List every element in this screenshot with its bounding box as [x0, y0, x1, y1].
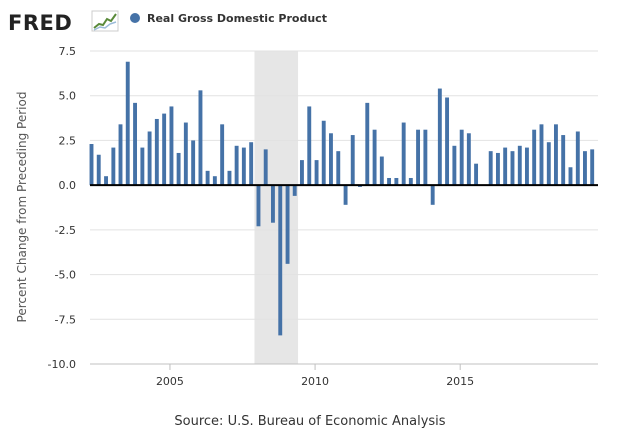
bar[interactable]	[416, 129, 421, 186]
y-tick-label: -10.0	[48, 358, 76, 371]
y-tick-label: 2.5	[59, 134, 77, 147]
bar[interactable]	[459, 129, 464, 186]
bar[interactable]	[256, 185, 261, 227]
y-axis-label: Percent Change from Preceding Period	[15, 92, 29, 323]
bar[interactable]	[394, 177, 399, 186]
bar[interactable]	[176, 152, 181, 186]
y-tick-label: -7.5	[55, 313, 76, 326]
bar[interactable]	[292, 185, 297, 196]
y-tick-label: -2.5	[55, 224, 76, 237]
bar[interactable]	[299, 160, 304, 186]
x-tick-label: 2010	[301, 375, 329, 388]
bar[interactable]	[510, 151, 515, 186]
bar[interactable]	[474, 163, 479, 186]
bar[interactable]	[401, 122, 406, 186]
bar[interactable]	[212, 176, 217, 186]
bar[interactable]	[372, 129, 377, 186]
bar[interactable]	[583, 151, 587, 186]
bar[interactable]	[379, 156, 384, 186]
y-tick-label: 7.5	[59, 45, 77, 58]
bar[interactable]	[133, 102, 138, 186]
bar[interactable]	[423, 129, 428, 186]
bar[interactable]	[408, 177, 413, 186]
y-tick-label: 5.0	[59, 90, 77, 103]
plot-area: 7.55.02.50.0-2.5-5.0-7.5-10.0 2005 2010 20…	[48, 45, 598, 388]
bar[interactable]	[89, 144, 94, 186]
bar[interactable]	[227, 170, 232, 186]
bar[interactable]	[111, 147, 116, 186]
bar[interactable]	[234, 145, 239, 186]
bar[interactable]	[568, 167, 573, 186]
bar[interactable]	[466, 133, 471, 186]
bar[interactable]	[350, 135, 355, 186]
bar[interactable]	[365, 102, 370, 186]
bar[interactable]	[321, 120, 326, 186]
x-tick-label: 2015	[446, 375, 474, 388]
bar[interactable]	[517, 145, 522, 186]
bar[interactable]	[140, 147, 145, 186]
bar[interactable]	[220, 124, 225, 186]
bar[interactable]	[270, 185, 275, 223]
bar[interactable]	[104, 176, 108, 186]
legend[interactable]: Real Gross Domestic Product	[130, 12, 327, 25]
bar[interactable]	[205, 170, 210, 186]
fred-logo-text: FRED	[8, 11, 72, 35]
bar[interactable]	[169, 106, 174, 186]
bar[interactable]	[546, 142, 551, 186]
legend-label: Real Gross Domestic Product	[147, 12, 327, 25]
bar[interactable]	[307, 106, 312, 186]
x-tick-label: 2005	[156, 375, 184, 388]
bar[interactable]	[452, 145, 457, 186]
bar[interactable]	[495, 152, 500, 186]
bar[interactable]	[154, 118, 159, 186]
bar[interactable]	[539, 124, 544, 186]
bar[interactable]	[445, 97, 450, 186]
fred-logo[interactable]: FRED	[8, 10, 119, 35]
bar[interactable]	[329, 133, 333, 186]
grid-lines	[90, 50, 598, 365]
bar[interactable]	[561, 135, 566, 186]
bar[interactable]	[532, 129, 537, 186]
y-tick-label: 0.0	[59, 179, 77, 192]
bar[interactable]	[343, 185, 348, 205]
bar[interactable]	[437, 88, 442, 186]
bar[interactable]	[96, 154, 101, 186]
chart-line-icon	[91, 10, 119, 32]
bar[interactable]	[285, 185, 290, 264]
bar[interactable]	[183, 122, 188, 186]
bar[interactable]	[575, 131, 580, 186]
bar[interactable]	[241, 147, 246, 186]
x-axis-ticks: 2005 2010 2015	[156, 364, 474, 388]
bar[interactable]	[198, 90, 203, 186]
bar[interactable]	[162, 113, 167, 186]
y-axis-ticks: 7.5 5.0 2.5 0.0 -2.5 -5.0 -7.5 -10.0	[48, 45, 76, 371]
bar[interactable]	[590, 149, 595, 186]
bar[interactable]	[336, 151, 341, 186]
bar[interactable]	[488, 151, 493, 186]
y-tick-label: -5.0	[55, 269, 76, 282]
bar[interactable]	[553, 124, 558, 186]
bar[interactable]	[503, 147, 508, 186]
source-note: Source: U.S. Bureau of Economic Analysis	[174, 414, 445, 429]
bars[interactable]	[89, 61, 595, 336]
bar[interactable]	[278, 185, 283, 336]
bar[interactable]	[191, 140, 196, 186]
recession-shading	[254, 51, 299, 364]
bar[interactable]	[249, 142, 254, 186]
bar[interactable]	[430, 185, 435, 205]
bar[interactable]	[524, 147, 529, 186]
bar[interactable]	[314, 160, 319, 186]
legend-marker	[130, 13, 140, 23]
bar[interactable]	[263, 149, 268, 186]
bar[interactable]	[387, 177, 392, 186]
bar[interactable]	[118, 124, 123, 186]
bar[interactable]	[147, 131, 152, 186]
bar[interactable]	[125, 61, 130, 186]
